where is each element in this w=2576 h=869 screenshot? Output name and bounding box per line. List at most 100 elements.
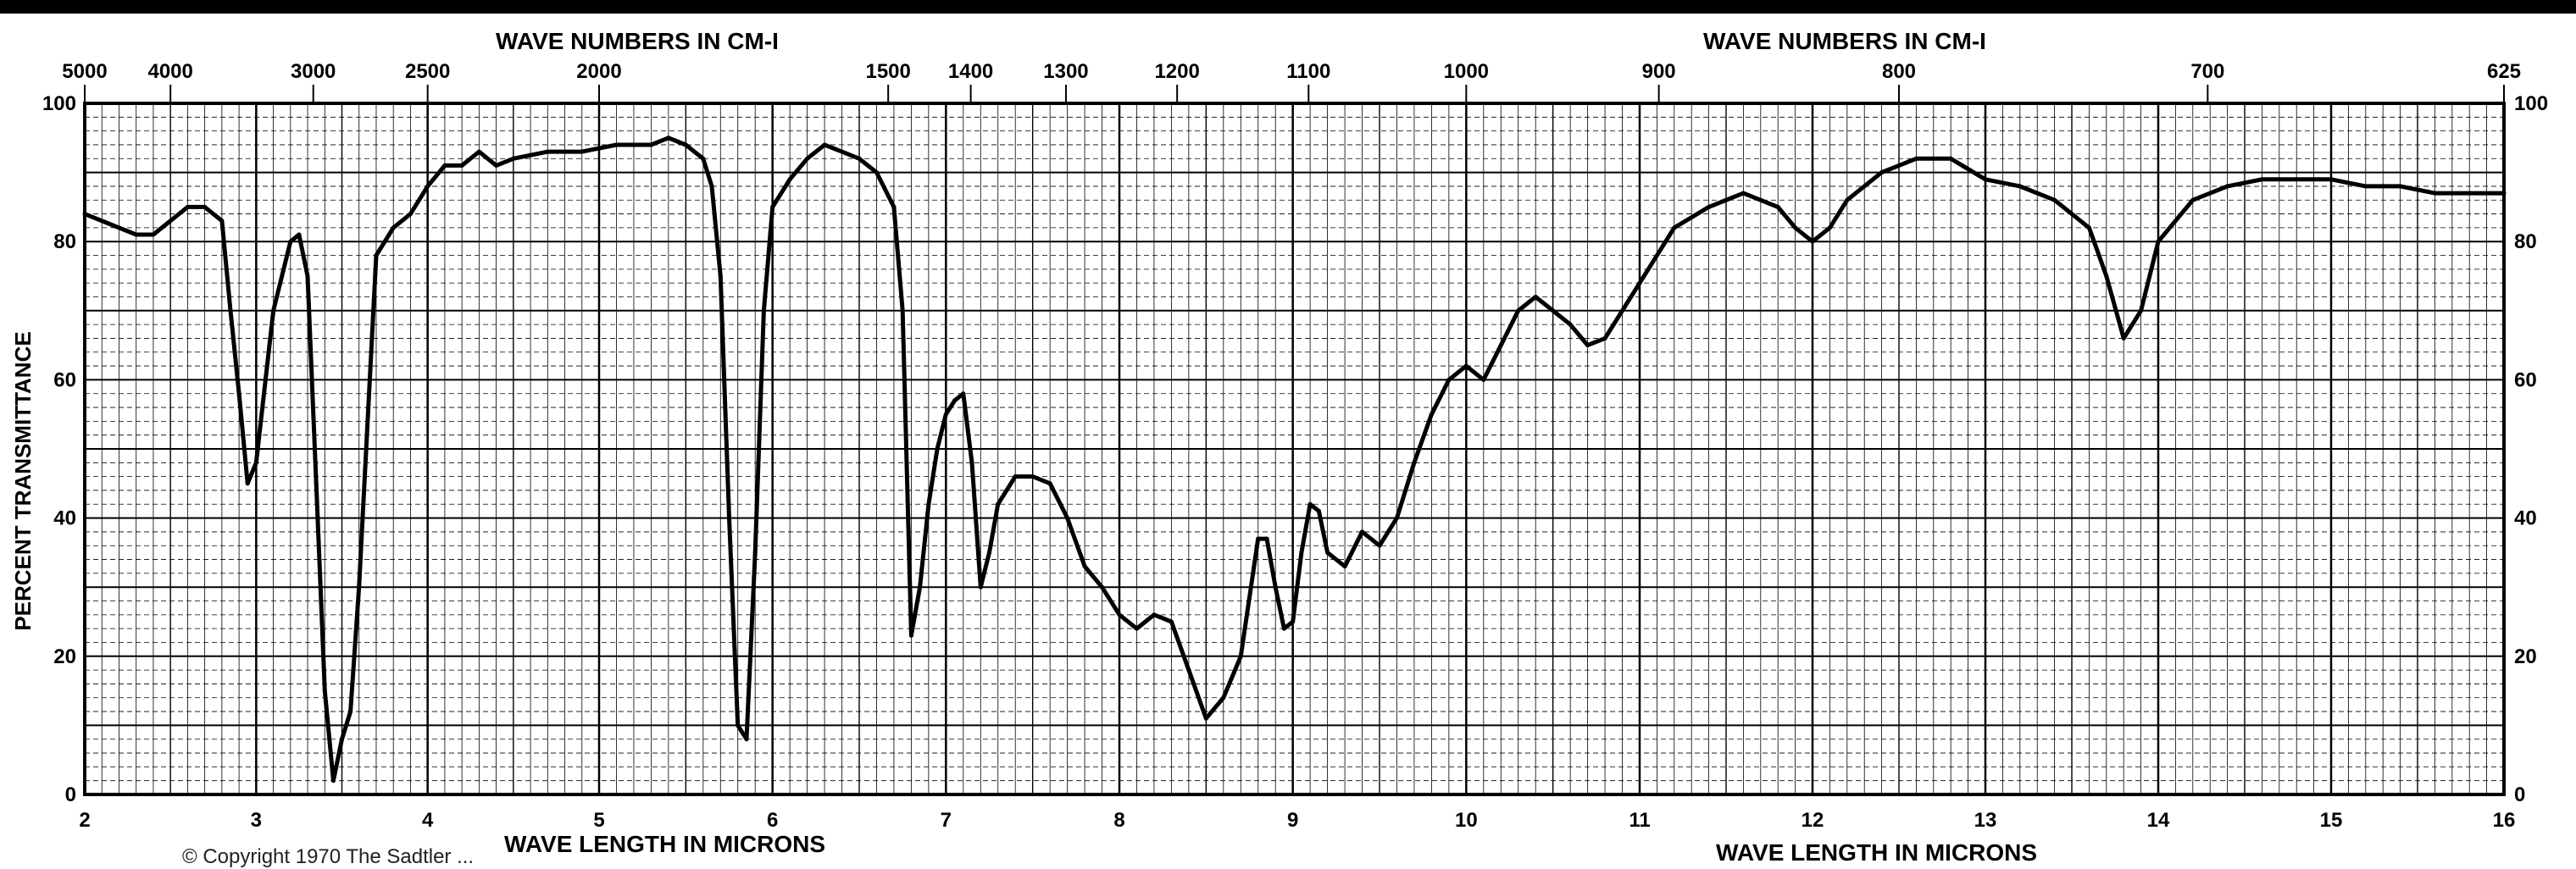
- x-tick-label: 2: [79, 809, 90, 832]
- spectrum-point: [168, 219, 173, 224]
- spectrum-point: [2501, 191, 2507, 196]
- chart-ticks: 2 3 4 5 6 7 8 9 10 11 12 13 14 15 16 0 0 20 20 40 40 60 60 80 80…: [42, 60, 2548, 832]
- spectrum-point: [727, 516, 731, 521]
- top-axis-title-left: WAVE NUMBERS IN CM-I: [496, 28, 779, 54]
- spectrum-point: [1030, 474, 1035, 479]
- spectrum-point: [348, 709, 353, 714]
- y-tick-label-right: 40: [2514, 507, 2537, 530]
- spectrum-point: [391, 225, 396, 230]
- spectrum-point: [357, 584, 362, 589]
- x-tick-label: 14: [2147, 809, 2170, 832]
- x-tick-label: 10: [1455, 809, 1478, 832]
- chart-grid: [83, 102, 2506, 796]
- x-tick-label: 12: [1802, 809, 1824, 832]
- spectrum-point: [545, 149, 550, 154]
- spectrum-point: [701, 156, 706, 161]
- top-tick-label: 900: [1642, 60, 1676, 83]
- y-tick-label-right: 80: [2514, 230, 2537, 253]
- spectrum-point: [1948, 156, 1953, 161]
- spectrum-point: [1273, 584, 1278, 589]
- spectrum-point: [969, 460, 974, 465]
- spectrum-point: [1013, 474, 1018, 479]
- spectrum-point: [442, 163, 447, 168]
- top-tick-label: 2000: [576, 60, 621, 83]
- spectrum-point: [1412, 460, 1417, 465]
- spectrum-point: [330, 778, 336, 783]
- spectrum-point: [271, 308, 276, 313]
- spectrum-point: [1316, 508, 1321, 513]
- spectrum-point: [1810, 239, 1815, 244]
- spectrum-point: [1481, 377, 1486, 382]
- spectrum-point: [1983, 177, 1988, 182]
- x-tick-label: 16: [2493, 809, 2516, 832]
- spectrum-point: [511, 156, 516, 161]
- spectrum-point: [340, 737, 344, 742]
- spectrum-point: [996, 501, 1001, 506]
- spectrum-point: [1845, 197, 1850, 202]
- spectrum-point: [297, 232, 302, 237]
- y-tick-label-left: 100: [42, 92, 76, 115]
- y-tick-label-left: 60: [53, 368, 76, 391]
- spectrum-point: [2329, 177, 2334, 182]
- spectrum-point: [718, 274, 723, 279]
- spectrum-point: [2259, 177, 2264, 182]
- spectrum-point: [1793, 225, 1798, 230]
- spectrum-point: [805, 156, 810, 161]
- spectrum-point: [1568, 322, 1573, 327]
- x-tick-label: 6: [767, 809, 778, 832]
- spectrum-point: [736, 722, 741, 728]
- spectrum-point: [648, 142, 653, 147]
- y-axis-title: PERCENT TRANSMITTANCE: [10, 331, 36, 630]
- spectrum-point: [961, 391, 966, 396]
- spectrum-point: [245, 481, 250, 486]
- spectrum-point: [82, 212, 87, 217]
- spectrum-point: [2467, 191, 2472, 196]
- spectrum-point: [752, 550, 758, 555]
- spectrum-point: [1913, 156, 1918, 161]
- top-tick-label: 1400: [948, 60, 993, 83]
- spectrum-point: [2156, 239, 2161, 244]
- spectrum-point: [918, 584, 923, 589]
- spectrum-point: [666, 136, 671, 141]
- y-tick-label-right: 0: [2514, 783, 2525, 806]
- spectrum-point: [1446, 377, 1452, 382]
- spectrum-point: [1360, 529, 1365, 534]
- x-tick-label: 13: [1974, 809, 1997, 832]
- y-tick-label-right: 100: [2514, 92, 2548, 115]
- spectrum-point: [1602, 335, 1607, 340]
- copyright-footnote: © Copyright 1970 The Sadtler ...: [182, 845, 475, 868]
- top-tick-label: 1200: [1154, 60, 1199, 83]
- top-tick-label: 1300: [1043, 60, 1088, 83]
- spectrum-point: [1342, 564, 1347, 569]
- spectrum-point: [1264, 536, 1269, 541]
- x-tick-label: 9: [1287, 809, 1298, 832]
- x-tick-label: 3: [251, 809, 262, 832]
- spectrum-point: [1429, 412, 1434, 417]
- spectrum-point: [1498, 343, 1503, 348]
- spectrum-point: [1291, 619, 1296, 624]
- y-tick-label-left: 0: [65, 783, 76, 806]
- spectrum-point: [2104, 274, 2109, 279]
- spectrum-point: [1516, 308, 1521, 313]
- x-tick-label: 15: [2320, 809, 2343, 832]
- spectrum-point: [857, 156, 862, 161]
- spectrum-point: [1238, 654, 1243, 659]
- spectrum-point: [253, 460, 258, 465]
- spectrum-point: [1672, 225, 1677, 230]
- spectrum-point: [476, 149, 481, 154]
- top-tick-label: 1500: [865, 60, 910, 83]
- spectrum-point: [2363, 184, 2368, 189]
- spectrum-point: [2190, 197, 2196, 202]
- spectrum-point: [1707, 204, 1712, 209]
- spectrum-point: [116, 225, 121, 230]
- plot-frame: [83, 102, 2506, 796]
- x-tick-label: 8: [1113, 809, 1124, 832]
- data-points: [82, 136, 2507, 783]
- spectrum-point: [203, 204, 208, 209]
- spectrum-point: [1551, 308, 1556, 313]
- spectrum-point: [987, 550, 991, 555]
- top-tick-label: 4000: [147, 60, 192, 83]
- spectrum-point: [2139, 308, 2144, 313]
- spectrum-point: [1047, 481, 1052, 486]
